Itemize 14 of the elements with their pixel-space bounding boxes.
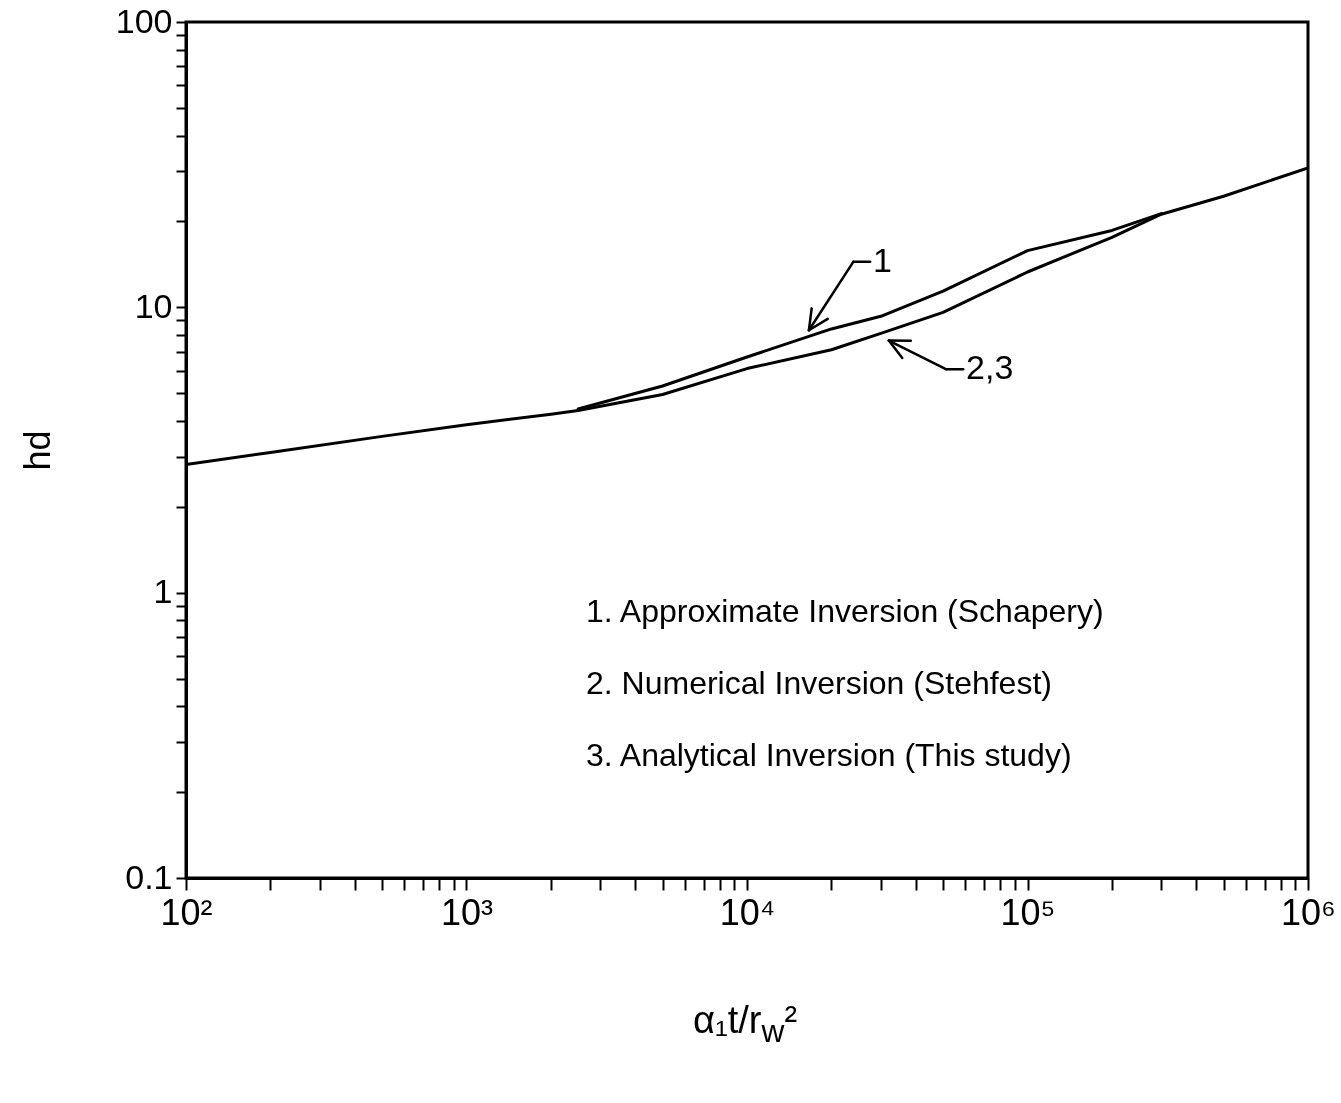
x-tick-label: 10⁴ (719, 891, 776, 933)
x-tick-label: 10⁵ (1000, 891, 1056, 933)
annotation: 1. Approximate Inversion (Schapery) (586, 593, 1104, 629)
x-tick-label: 10⁶ (1281, 891, 1336, 933)
y-tick-label: 10 (134, 286, 173, 325)
annotation: 3. Analytical Inversion (This study) (586, 737, 1072, 773)
annotation: 2. Numerical Inversion (Stehfest) (586, 665, 1052, 701)
annotation: 1 (872, 240, 892, 279)
x-tick-label: 10³ (440, 891, 494, 933)
x-axis-title: α₁t/r$_{w}$² (691, 999, 799, 1049)
y-tick-label: 1 (153, 572, 173, 611)
annotation: 2,3 (966, 348, 1014, 387)
y-axis-title: hd (16, 430, 58, 471)
y-tick-label: 100 (115, 1, 173, 40)
